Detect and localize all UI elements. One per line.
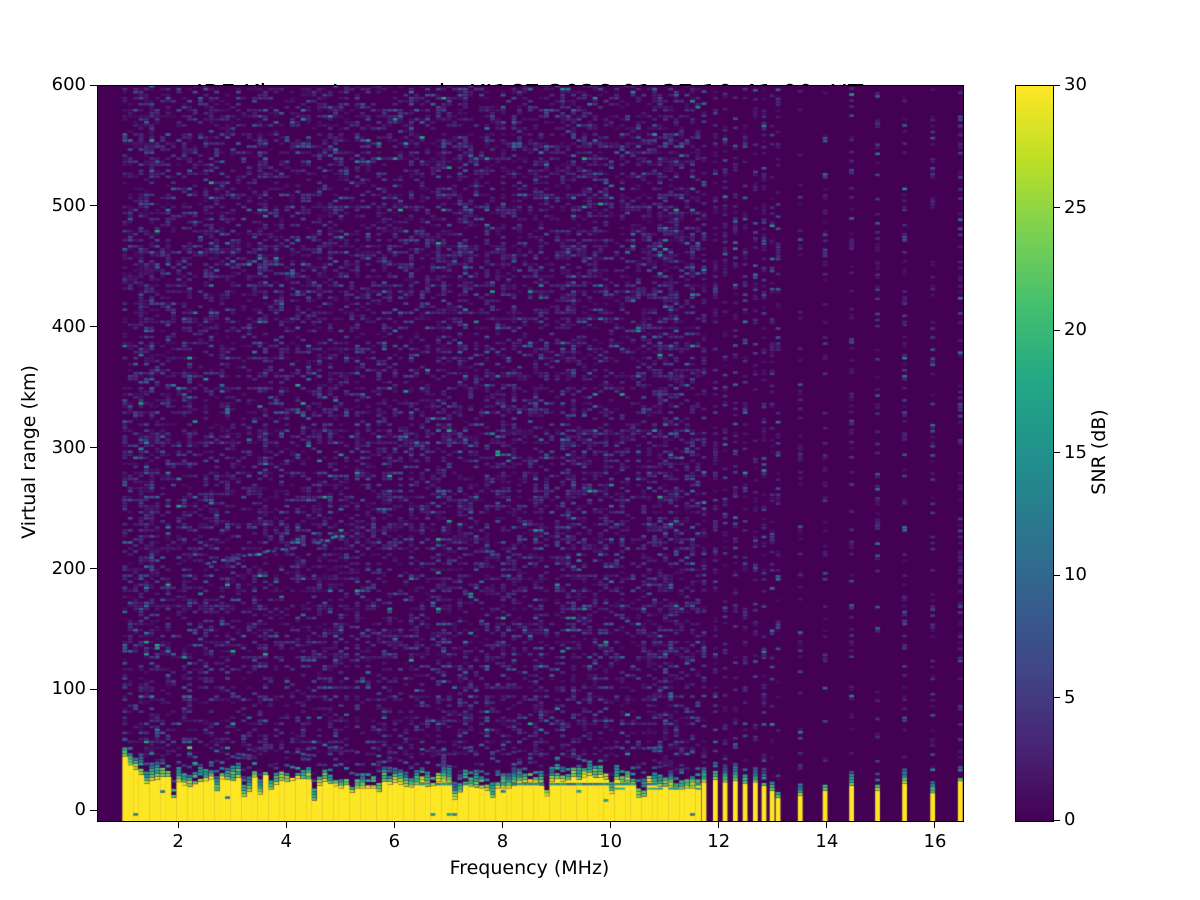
colorbar-tick-label: 10	[1064, 564, 1087, 585]
x-tick-mark	[934, 822, 936, 828]
colorbar-tick-label: 5	[1064, 686, 1076, 708]
colorbar-tick-label: 20	[1064, 319, 1087, 340]
x-axis-label: Frequency (MHz)	[449, 857, 610, 879]
x-tick-mark	[285, 822, 287, 828]
colorbar-tick-label: 30	[1064, 74, 1087, 95]
colorbar-tick-mark	[1054, 452, 1060, 453]
ionogram-heatmap	[98, 86, 963, 821]
colorbar-gradient	[1016, 86, 1053, 821]
y-tick-mark	[90, 84, 97, 86]
x-tick-label: 8	[496, 831, 509, 852]
y-tick-label: 100	[51, 678, 86, 700]
colorbar-tick-label: 25	[1064, 196, 1087, 218]
x-tick-mark	[610, 822, 612, 828]
x-tick-label: 4	[280, 831, 292, 852]
colorbar-tick-mark	[1054, 697, 1060, 698]
x-tick-mark	[393, 822, 395, 828]
x-tick-label: 10	[599, 831, 623, 852]
y-tick-label: 200	[51, 557, 86, 579]
x-tick-label: 6	[388, 831, 401, 852]
x-tick-label: 2	[172, 831, 184, 852]
colorbar-tick-mark	[1054, 574, 1060, 576]
colorbar	[1015, 85, 1054, 822]
x-tick-label: 16	[923, 831, 947, 852]
y-tick-label: 500	[51, 194, 86, 216]
colorbar-tick-label: 15	[1064, 441, 1087, 463]
x-tick-mark	[177, 822, 179, 828]
y-tick-label: 600	[51, 74, 86, 95]
colorbar-tick-mark	[1054, 84, 1060, 86]
colorbar-tick-mark	[1054, 819, 1060, 821]
colorbar-tick-mark	[1054, 207, 1060, 208]
x-tick-mark	[501, 822, 503, 828]
colorbar-tick-mark	[1054, 329, 1060, 331]
plot-area	[97, 85, 964, 822]
x-tick-mark	[826, 822, 828, 828]
x-tick-label: 14	[815, 831, 839, 852]
y-tick-mark	[90, 205, 97, 207]
y-tick-mark	[90, 447, 97, 449]
y-tick-mark	[90, 809, 97, 811]
y-tick-label: 0	[74, 799, 86, 821]
y-tick-mark	[90, 568, 97, 570]
y-tick-mark	[90, 688, 97, 690]
y-tick-label: 300	[51, 436, 86, 458]
x-tick-mark	[718, 822, 720, 828]
y-tick-mark	[90, 326, 97, 328]
x-tick-label: 12	[707, 831, 731, 852]
colorbar-tick-label: 0	[1064, 809, 1076, 830]
y-tick-label: 400	[51, 315, 86, 337]
